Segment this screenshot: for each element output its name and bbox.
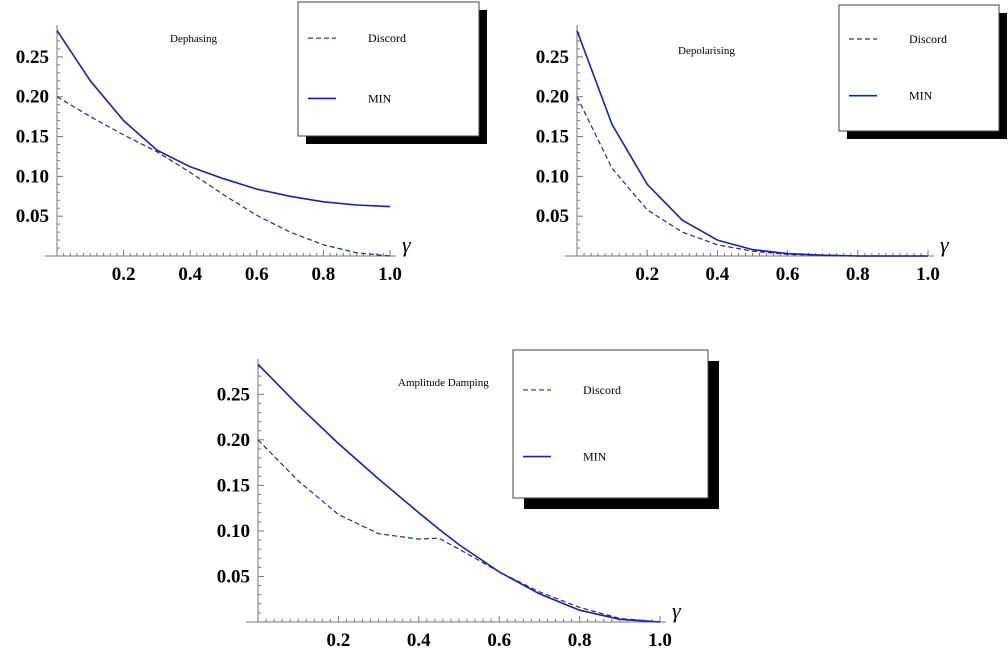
y-tick-label: 0.25 — [217, 384, 250, 405]
x-axis-label: γ — [672, 598, 682, 623]
y-tick-label: 0.05 — [16, 206, 49, 227]
legend-label: Discord — [583, 383, 621, 397]
x-axis-label: γ — [940, 232, 950, 257]
y-tick-label: 0.25 — [536, 47, 569, 68]
x-tick-label: 0.6 — [776, 264, 800, 285]
x-tick-label: 0.8 — [312, 264, 336, 285]
x-tick-label: 0.4 — [706, 264, 730, 285]
chart-3: 0.2 0.4 0.6 0.8 1.0 0.05 0.10 0.15 0.20 0.25 γ Ampl… — [217, 349, 719, 651]
series-line-discord — [56, 96, 391, 257]
y-tick-label: 0.15 — [536, 127, 569, 148]
chart-title: Depolarising — [678, 45, 735, 57]
y-tick-label: 0.10 — [217, 521, 250, 542]
series-line-min — [56, 30, 391, 208]
chart-1: 0.2 0.4 0.6 0.8 1.0 0.05 0.10 0.15 0.20 0.25 γ Deph… — [16, 1, 487, 285]
y-tick-label: 0.15 — [16, 127, 49, 148]
x-tick-label: 0.8 — [568, 630, 592, 651]
legend: Discord MIN — [297, 1, 487, 144]
legend-label: MIN — [909, 89, 933, 103]
legend-label: Discord — [368, 31, 406, 45]
legend-box — [297, 1, 480, 137]
series-line-discord — [576, 96, 928, 257]
chart-2: 0.2 0.4 0.6 0.8 1.0 0.05 0.10 0.15 0.20 0.25 γ Depo… — [536, 4, 1007, 285]
x-tick-label: 0.6 — [245, 264, 269, 285]
x-tick-label: 1.0 — [648, 630, 672, 651]
y-tick-label: 0.15 — [217, 475, 250, 496]
legend-label: Discord — [909, 32, 947, 46]
legend: Discord MIN — [838, 4, 1007, 139]
x-tick-label: 0.8 — [846, 264, 870, 285]
x-tick-label: 0.6 — [487, 630, 511, 651]
y-tick-label: 0.20 — [217, 430, 250, 451]
series-line-min — [257, 363, 661, 623]
x-tick-label: 1.0 — [378, 264, 402, 285]
y-tick-label: 0.05 — [217, 566, 250, 587]
series-line-discord — [257, 439, 661, 623]
chart-title: Dephasing — [170, 33, 218, 45]
x-tick-label: 0.2 — [635, 264, 659, 285]
x-axis-label: γ — [402, 232, 412, 257]
chart-title: Amplitude Damping — [398, 377, 489, 389]
legend: Discord MIN — [512, 349, 719, 509]
y-tick-label: 0.20 — [536, 87, 569, 108]
legend-label: MIN — [368, 91, 392, 105]
x-tick-label: 0.2 — [327, 630, 351, 651]
legend-box — [512, 349, 709, 499]
x-tick-label: 1.0 — [916, 264, 940, 285]
legend-label: MIN — [583, 450, 607, 464]
x-tick-label: 0.4 — [178, 264, 202, 285]
x-tick-label: 0.4 — [407, 630, 431, 651]
y-tick-label: 0.25 — [16, 47, 49, 68]
y-tick-label: 0.20 — [16, 87, 49, 108]
legend-box — [838, 4, 1000, 132]
series-line-min — [576, 30, 928, 257]
y-tick-label: 0.10 — [16, 166, 49, 187]
x-tick-label: 0.2 — [112, 264, 136, 285]
y-tick-label: 0.05 — [536, 206, 569, 227]
y-tick-label: 0.10 — [536, 166, 569, 187]
